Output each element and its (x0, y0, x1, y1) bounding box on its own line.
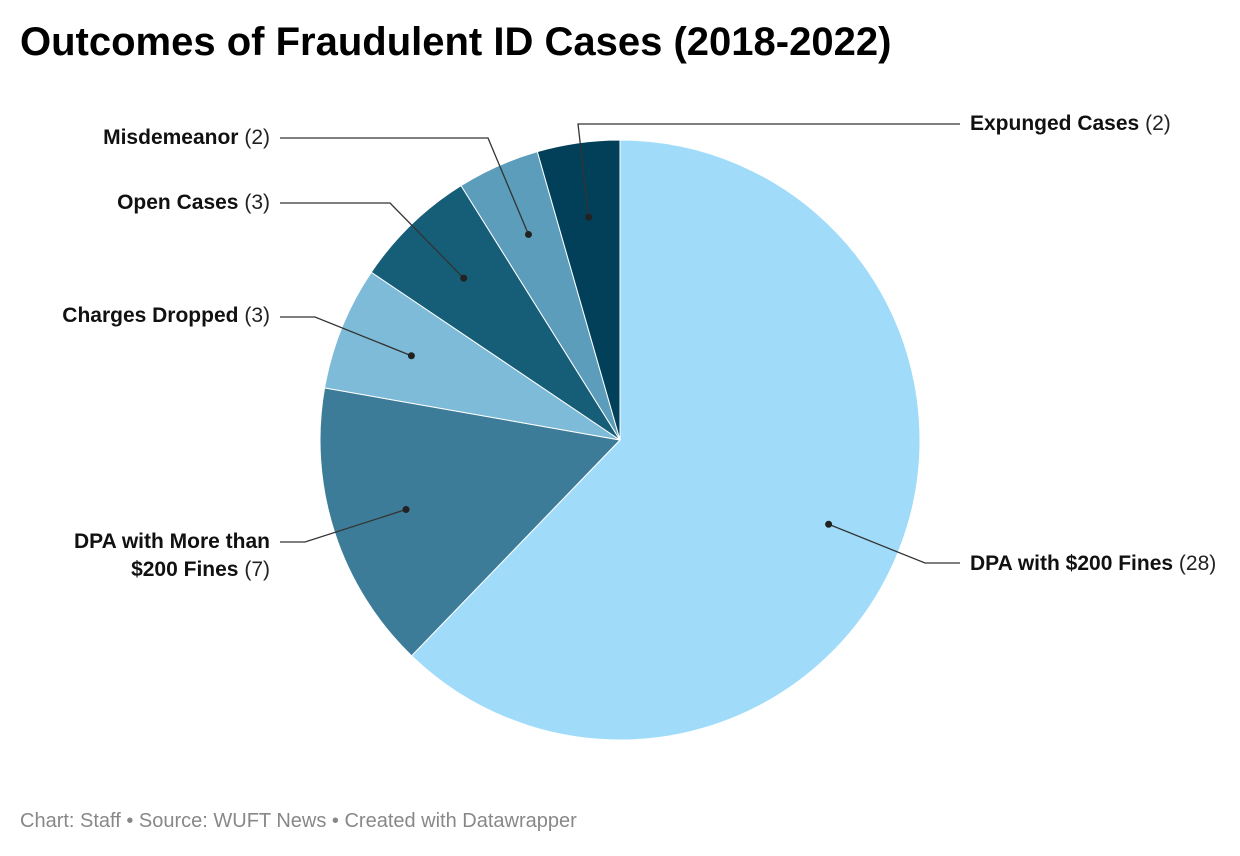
slice-value: (2) (1145, 112, 1171, 135)
chart-title: Outcomes of Fraudulent ID Cases (2018-20… (20, 20, 892, 64)
slice-name: Expunged Cases (970, 112, 1140, 135)
slice-value: (28) (1178, 552, 1217, 575)
slice-name: DPA with More than $200 Fines (74, 530, 270, 581)
leader-line (280, 202, 465, 279)
leader-line (280, 137, 530, 235)
slice-label: DPA with More than $200 Fines (7) (55, 528, 270, 584)
leader-dot (460, 274, 468, 282)
slice-label: Misdemeanor (2) (10, 124, 270, 152)
pie-slice (536, 139, 621, 441)
slice-label: Open Cases (3) (10, 189, 270, 217)
slice-label: Charges Dropped (3) (10, 302, 270, 330)
leader-line (280, 316, 412, 357)
leader-dot (402, 506, 410, 514)
slice-value: (3) (244, 304, 270, 327)
slice-name: Misdemeanor (103, 126, 239, 149)
leader-dot (407, 352, 415, 360)
leader-dot (585, 213, 593, 221)
leader-line (828, 523, 960, 564)
slice-value: (3) (244, 191, 270, 214)
slice-label: Expunged Cases (2) (970, 110, 1230, 138)
leader-line (280, 508, 407, 543)
leader-dot (825, 520, 833, 528)
slice-value: (7) (244, 558, 270, 581)
slice-label: DPA with $200 Fines (28) (970, 550, 1220, 578)
slice-value: (2) (244, 126, 270, 149)
slice-name: Open Cases (117, 191, 239, 214)
slice-name: DPA with $200 Fines (970, 552, 1174, 575)
leader-line (577, 123, 960, 218)
slice-name: Charges Dropped (62, 304, 239, 327)
chart-footer: Chart: Staff • Source: WUFT News • Creat… (20, 810, 577, 832)
leader-dot (524, 230, 532, 238)
